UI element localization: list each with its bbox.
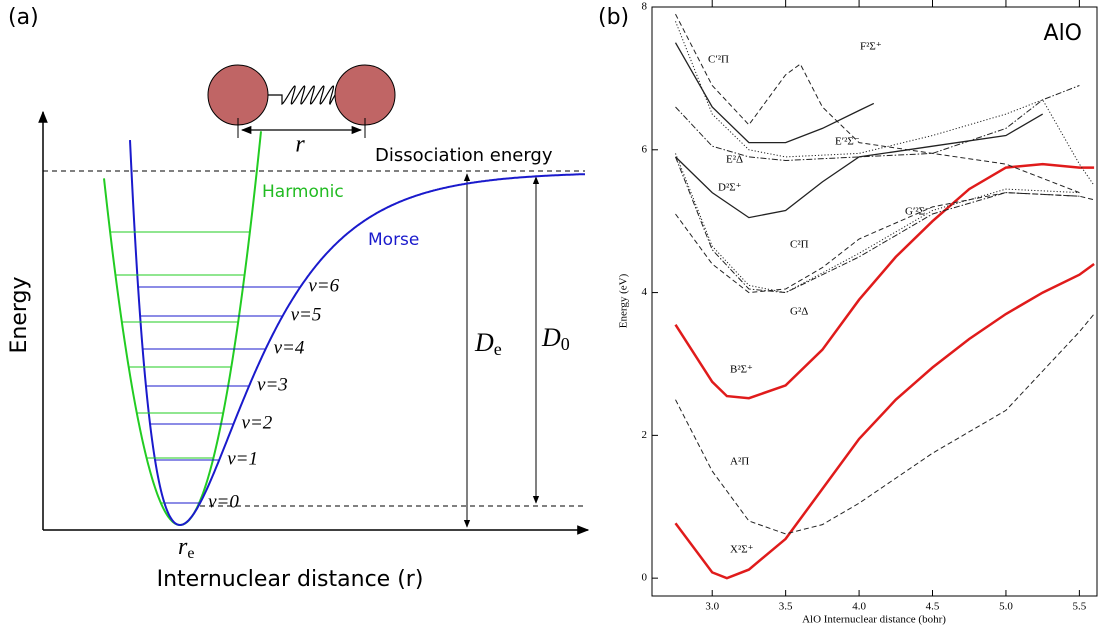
series-line	[675, 85, 1080, 162]
series-label: A²Π	[730, 456, 749, 468]
x-tick-label: 5.0	[999, 601, 1013, 613]
series-label: D²Σ⁺	[718, 182, 742, 194]
y-tick-label: 8	[642, 1, 648, 13]
dissociation-label: Dissociation energy	[375, 145, 553, 166]
series-line	[675, 13, 1080, 194]
series-label: C′²Π	[708, 54, 729, 66]
level-label: v=2	[242, 412, 273, 433]
x-tick-label: 3.5	[779, 601, 793, 613]
y-tick-label: 2	[642, 429, 648, 441]
re-label: re	[178, 534, 194, 562]
level-label: v=5	[291, 304, 322, 325]
series-line	[675, 153, 1080, 294]
x-tick-label: 4.5	[926, 601, 940, 613]
y-tick-label: 0	[642, 572, 648, 584]
morse-label: Morse	[368, 230, 419, 250]
panel-b: (b) AlO AlO Internuclear distance (bohr)…	[598, 0, 1098, 626]
atom	[207, 64, 269, 126]
de-label: De	[474, 328, 502, 359]
series-label: G′²Σ⁻	[905, 206, 931, 218]
series-line	[675, 192, 1095, 294]
d0-label: D0	[541, 323, 570, 354]
panel-label: (a)	[8, 5, 39, 30]
x-axis-label: AlO Internuclear distance (bohr)	[802, 614, 946, 626]
level-label: v=3	[257, 374, 288, 395]
series-label: B²Σ⁺	[730, 364, 753, 376]
level-label: v=1	[227, 448, 258, 469]
x-tick-label: 5.5	[1073, 601, 1087, 613]
level-label: v=6	[308, 275, 339, 296]
series-label: G²Δ	[790, 306, 808, 318]
series-line	[674, 42, 875, 144]
atom	[334, 64, 396, 126]
harmonic-label: Harmonic	[262, 182, 344, 202]
plot-frame	[651, 6, 1098, 597]
series-line	[674, 162, 1095, 400]
panel-a: (a) Energy Internuclear distance (r) r D…	[7, 5, 590, 592]
series-label: F²Σ⁺	[860, 41, 882, 53]
y-axis-label: Energy (eV)	[618, 273, 630, 328]
y-axis-label: Energy	[7, 276, 32, 353]
x-tick-label: 3.0	[705, 601, 719, 613]
series-line	[674, 262, 1095, 580]
series-label: E′²Σ⁻	[835, 136, 860, 148]
series-line	[675, 21, 1095, 186]
x-tick-label: 4.0	[852, 601, 866, 613]
y-tick-label: 4	[642, 286, 648, 298]
series-label: E²Δ	[726, 154, 743, 166]
series-label: C²Π	[790, 239, 809, 251]
morse-curve	[129, 140, 585, 527]
panel-label: (b)	[598, 5, 629, 30]
level-label: v=4	[274, 337, 305, 358]
y-tick-label: 6	[642, 143, 648, 155]
chart-title: AlO	[1044, 21, 1082, 46]
x-axis-label: Internuclear distance (r)	[157, 567, 424, 592]
series-line	[675, 313, 1095, 535]
bond-label: r	[295, 132, 305, 158]
spring	[268, 85, 336, 106]
series-label: X²Σ⁺	[730, 544, 754, 556]
series-line	[675, 113, 1044, 219]
series-line	[675, 156, 1080, 294]
level-label: v=0	[208, 491, 239, 512]
